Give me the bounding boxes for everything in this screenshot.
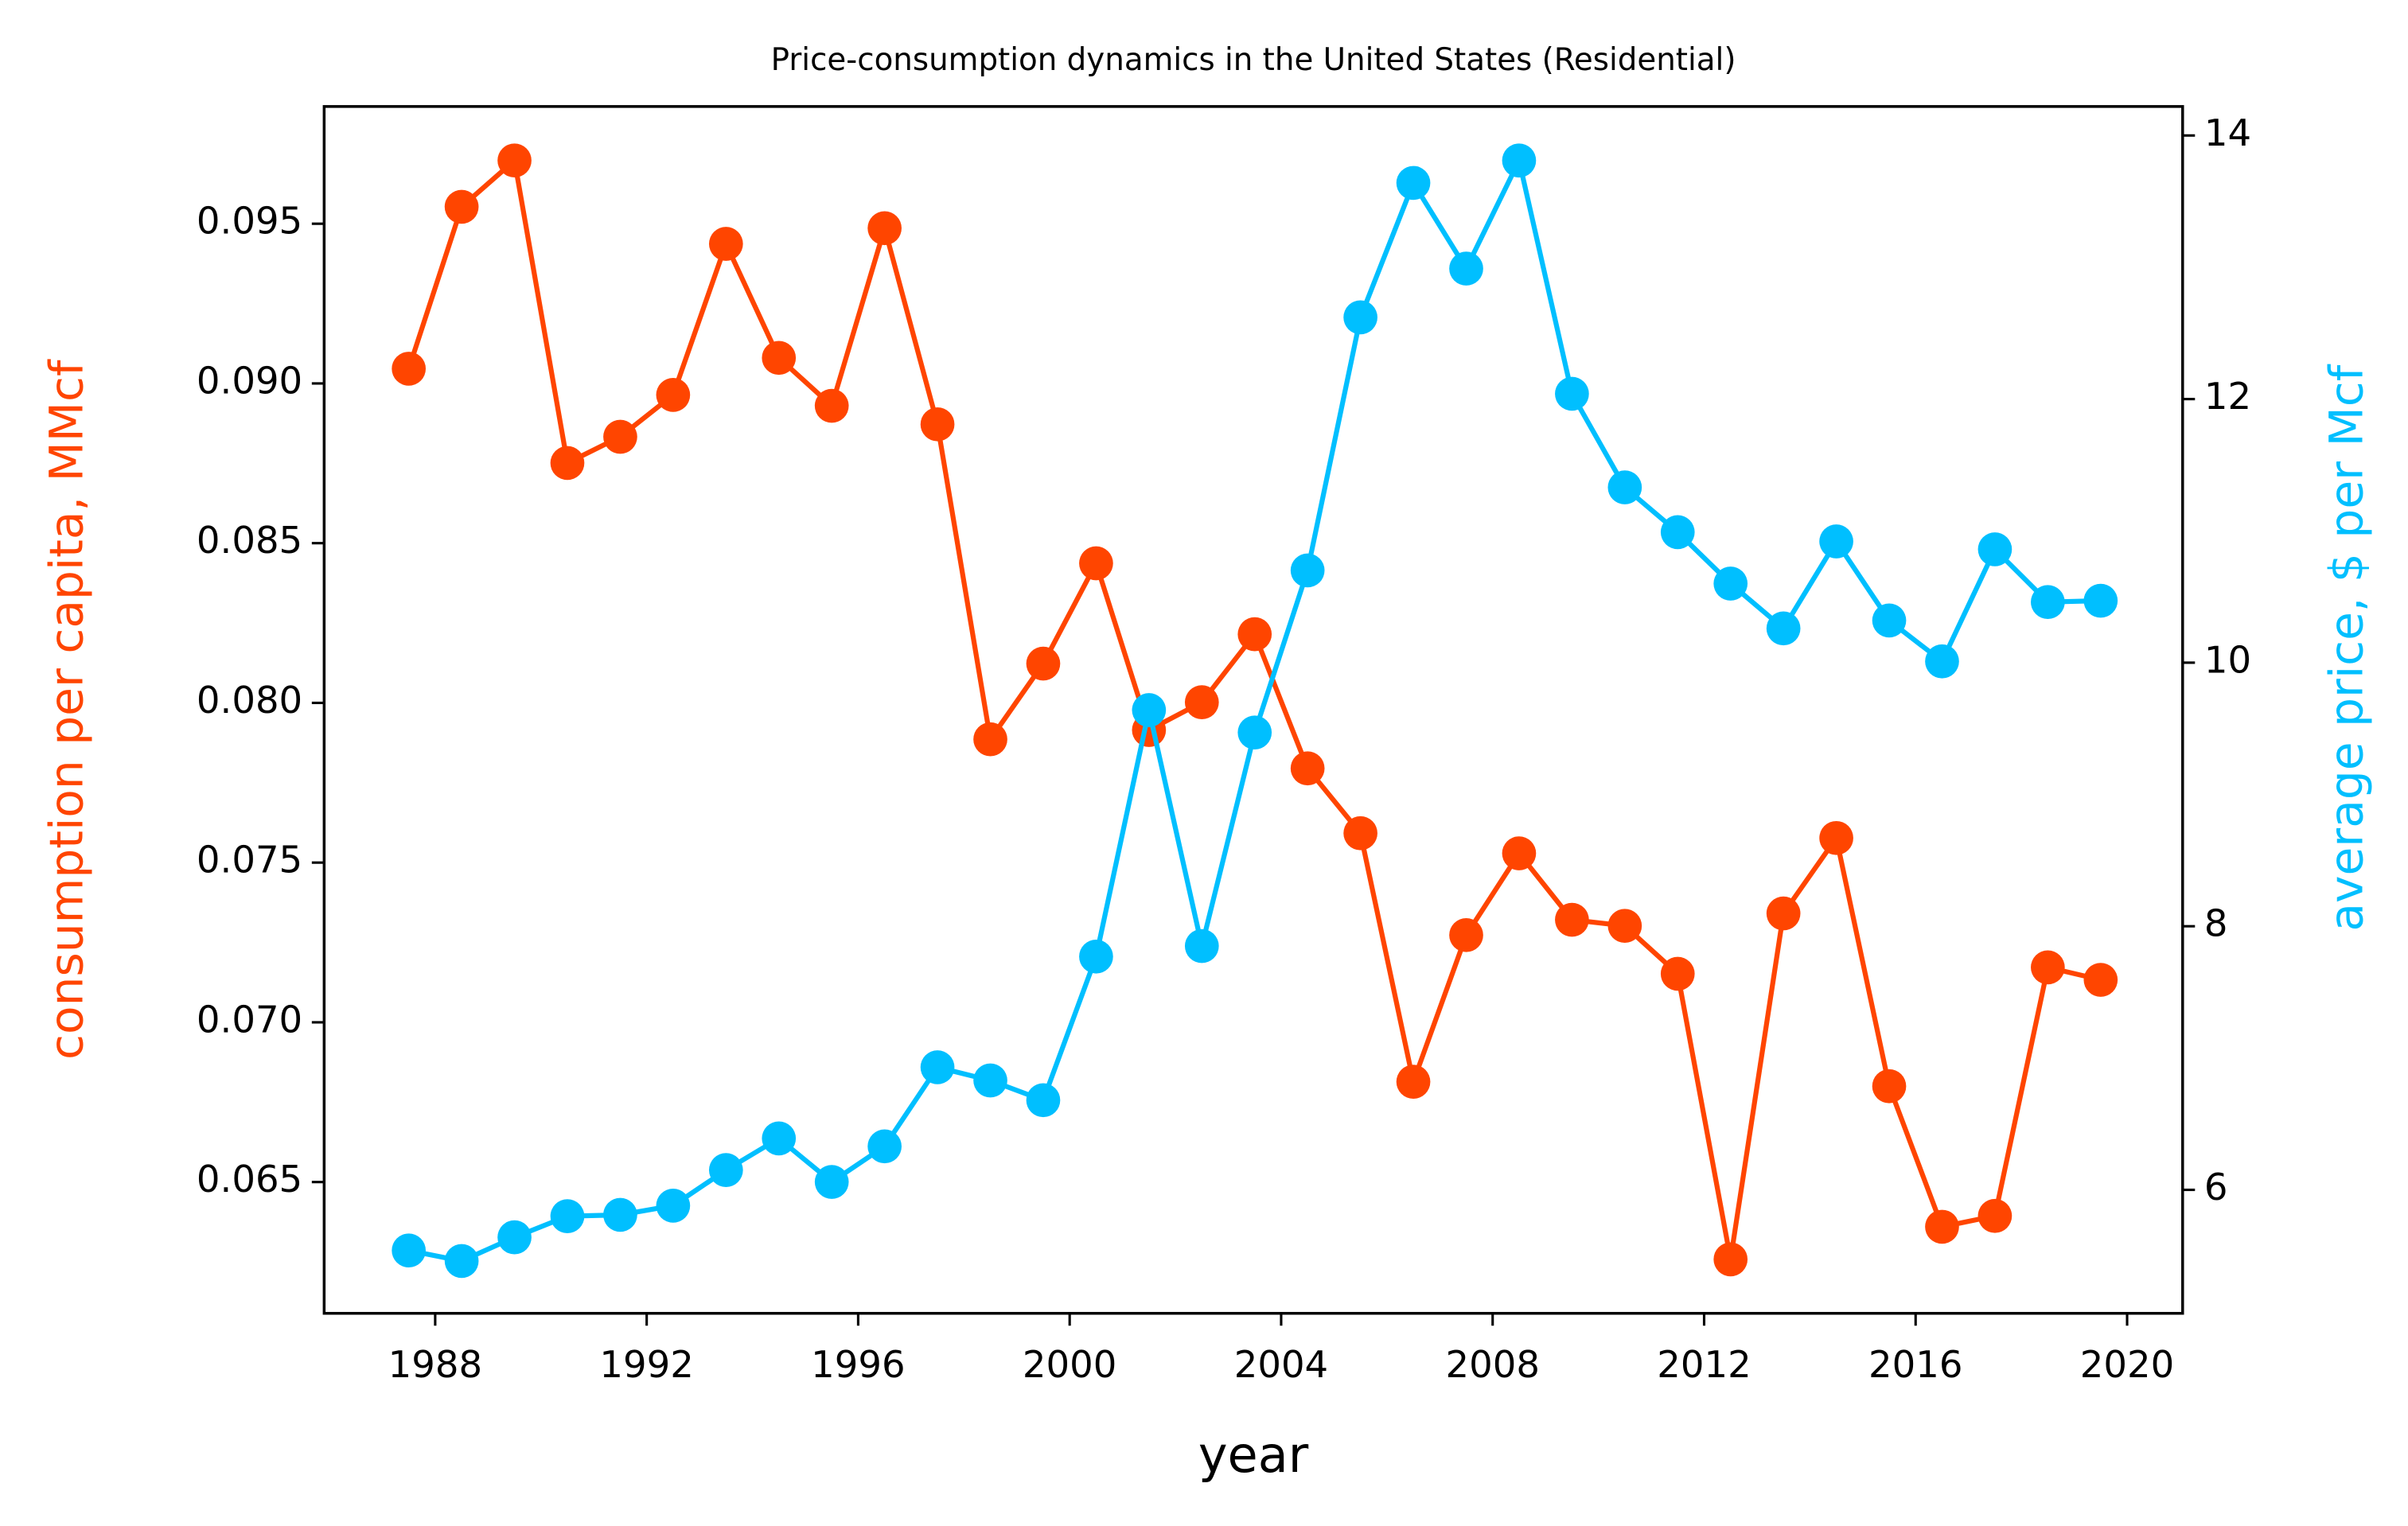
y-tick-label: 0.095	[197, 200, 302, 243]
x-tick-label: 1988	[388, 1343, 482, 1386]
y-axis-label: consumption per capita, MMcf	[39, 359, 93, 1060]
data-point	[1607, 470, 1642, 504]
data-point	[1290, 751, 1325, 786]
data-point	[2083, 583, 2118, 618]
y2-tick-label: 12	[2204, 375, 2251, 418]
x-axis-label: year	[1198, 1426, 1309, 1484]
x-tick-label: 1996	[811, 1343, 905, 1386]
data-point	[708, 1153, 743, 1187]
x-tick-label: 2012	[1657, 1343, 1751, 1386]
data-point	[1660, 515, 1695, 550]
data-point	[1343, 816, 1377, 851]
data-point	[867, 211, 902, 246]
data-point	[1026, 1083, 1061, 1118]
chart-title: Price-consumption dynamics in the United…	[771, 42, 1736, 78]
data-point	[814, 1165, 849, 1199]
data-point	[392, 1233, 427, 1268]
data-point	[1184, 685, 1219, 719]
series-line	[406, 158, 2102, 1262]
data-point	[550, 1199, 585, 1233]
y2-axis-label: average price, $ per Mcf	[2319, 364, 2373, 931]
y-tick-label: 0.065	[197, 1158, 302, 1201]
x-tick-label: 2020	[2080, 1343, 2174, 1386]
data-point	[1660, 956, 1695, 991]
data-point	[867, 1129, 902, 1164]
data-point	[762, 341, 797, 376]
data-point	[1502, 836, 1537, 870]
data-point	[1872, 1069, 1907, 1104]
plot-frame	[322, 105, 2184, 1315]
data-point	[1502, 143, 1537, 178]
y-tick-label: 0.085	[197, 519, 302, 562]
data-point	[1079, 546, 1113, 581]
data-point	[1766, 611, 1801, 646]
data-point	[1819, 524, 1853, 559]
y2-tick-label: 14	[2204, 111, 2251, 154]
x-tick-label: 2016	[1868, 1343, 1962, 1386]
y2-tick-label: 8	[2204, 902, 2228, 945]
y2-tick-label: 10	[2204, 638, 2251, 681]
data-point	[1026, 646, 1061, 681]
data-point	[708, 227, 743, 261]
x-tick-label: 2004	[1234, 1343, 1328, 1386]
data-point	[1925, 644, 1959, 679]
data-point	[444, 1244, 479, 1279]
data-point	[603, 419, 637, 454]
data-point	[1977, 532, 2013, 566]
x-tick-label: 1992	[599, 1343, 693, 1386]
data-point	[1290, 553, 1325, 588]
data-point	[1555, 376, 1589, 411]
data-point	[656, 1189, 691, 1223]
data-point	[444, 189, 479, 224]
data-point	[762, 1121, 797, 1156]
data-point	[1184, 928, 1219, 963]
y-tick-label: 0.080	[197, 679, 302, 722]
data-point	[1766, 896, 1801, 931]
y-tick-label: 0.070	[197, 998, 302, 1041]
y2-tick-label: 6	[2204, 1166, 2228, 1209]
data-point	[1449, 251, 1483, 286]
y-tick-label: 0.075	[197, 839, 302, 882]
data-point	[1237, 617, 1272, 652]
x-tick-label: 2000	[1023, 1343, 1116, 1386]
data-point	[1872, 603, 1907, 638]
x-tick-label: 2008	[1445, 1343, 1539, 1386]
data-point	[1396, 1065, 1431, 1099]
data-point	[1607, 909, 1642, 944]
data-point	[973, 1063, 1007, 1098]
data-point	[2031, 950, 2065, 985]
data-point	[1079, 939, 1113, 974]
data-point	[1343, 300, 1377, 335]
data-point	[1819, 820, 1853, 855]
data-point	[392, 352, 427, 386]
data-point	[1977, 1198, 2013, 1233]
data-point	[2083, 963, 2118, 997]
series-line	[408, 158, 2101, 1264]
data-point	[920, 407, 955, 442]
data-point	[1555, 902, 1589, 937]
data-point	[1449, 917, 1483, 952]
data-point	[656, 378, 691, 412]
data-point	[1713, 566, 1748, 601]
data-point	[550, 446, 585, 481]
data-point	[1396, 165, 1431, 200]
data-point	[1713, 1242, 1748, 1277]
data-point	[920, 1050, 955, 1084]
data-point	[1925, 1209, 1959, 1244]
y-tick-label: 0.090	[197, 359, 302, 402]
data-point	[973, 722, 1007, 757]
data-point	[497, 1220, 532, 1255]
data-point	[1237, 715, 1272, 750]
data-point	[2031, 585, 2065, 620]
data-point	[497, 143, 532, 178]
data-point	[603, 1197, 637, 1232]
data-point	[1132, 693, 1167, 727]
data-point	[814, 388, 849, 423]
